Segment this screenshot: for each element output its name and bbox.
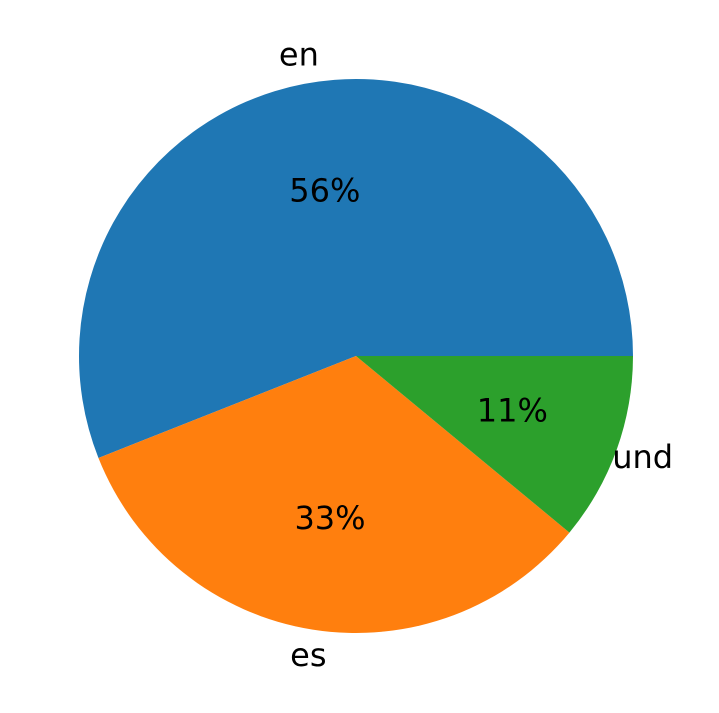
percent-label: 33% <box>294 499 365 537</box>
pie-slice <box>356 356 633 533</box>
percent-label: 56% <box>289 172 360 210</box>
slice-label: en <box>279 36 319 74</box>
pie-slice <box>78 78 634 458</box>
slice-label: es <box>290 636 326 674</box>
slice-label: und <box>612 438 673 476</box>
pie-slice <box>98 356 570 634</box>
percent-label: 11% <box>477 391 548 429</box>
